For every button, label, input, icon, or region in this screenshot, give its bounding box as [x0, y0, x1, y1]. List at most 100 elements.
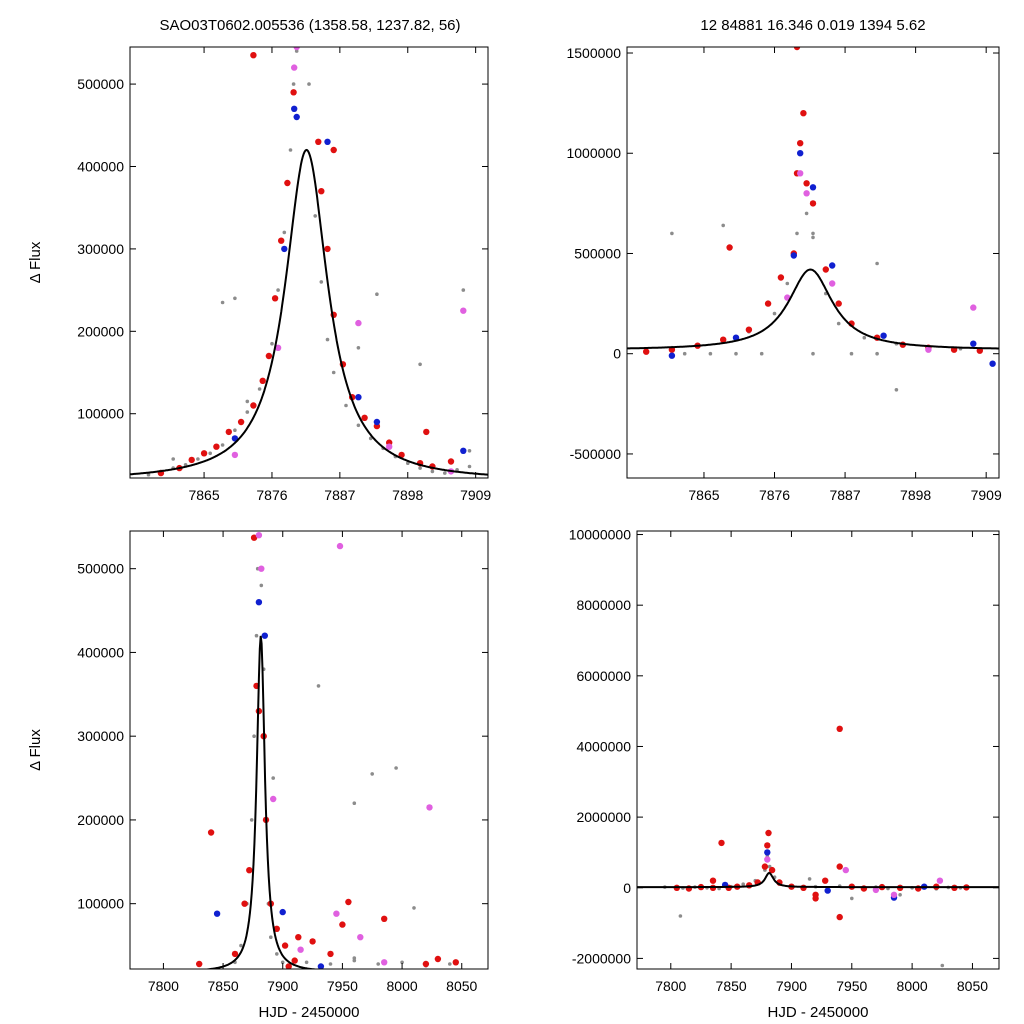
gray-data-point [670, 231, 674, 236]
gray-data-point [875, 261, 879, 266]
gray-data-point [254, 633, 259, 638]
red-data-point [822, 266, 829, 273]
red-data-point [803, 180, 810, 187]
gray-data-point [418, 466, 422, 470]
blue-data-point [880, 332, 887, 339]
red-data-point [718, 839, 725, 847]
red-data-point [339, 921, 346, 928]
y-axis-label: Δ Flux [27, 729, 44, 771]
red-data-point [315, 138, 322, 145]
red-data-point [200, 450, 208, 457]
blue-data-point [460, 447, 467, 454]
magenta-data-point [293, 47, 300, 51]
red-data-point [213, 443, 220, 450]
red-data-point [423, 428, 430, 436]
y-tick-label: 1000000 [566, 145, 621, 161]
gray-data-point [245, 399, 250, 404]
y-tick-label: 0 [623, 880, 631, 896]
red-data-point [295, 934, 302, 941]
x-tick-label: 7900 [267, 978, 298, 994]
x-tick-label: 8000 [387, 978, 418, 994]
magenta-data-point [355, 319, 362, 327]
red-data-point [265, 352, 273, 360]
y-tick-label: 100000 [77, 896, 124, 912]
red-data-point [290, 89, 297, 96]
y-tick-label: 400000 [77, 158, 124, 174]
model-curve [200, 635, 321, 969]
y-tick-label: 10000000 [569, 527, 632, 543]
red-data-point [327, 950, 334, 958]
gray-data-point [282, 230, 287, 235]
gray-data-point [146, 472, 151, 477]
gray-data-point [196, 457, 200, 461]
blue-data-point [355, 394, 362, 401]
gray-data-point [370, 772, 375, 776]
blue-data-point [732, 334, 740, 341]
gray-data-point [270, 341, 274, 346]
blue-data-point [255, 599, 263, 606]
gray-data-point [376, 962, 381, 966]
x-tick-label: 7898 [392, 487, 423, 503]
red-data-point [250, 402, 257, 409]
magenta-data-point [797, 170, 804, 177]
blue-data-point [824, 887, 831, 894]
y-tick-label: 500000 [574, 245, 621, 261]
red-data-point [330, 146, 337, 154]
red-data-point [800, 110, 807, 117]
y-tick-label: 300000 [77, 728, 124, 744]
gray-data-point [772, 311, 777, 316]
gray-data-point [811, 231, 815, 236]
panel-top-right: -500000 0 500000 1000000 1500000 7865 7876 7887… [566, 45, 1002, 503]
red-data-point [273, 925, 280, 932]
magenta-data-point [274, 344, 282, 351]
magenta-data-point [386, 443, 393, 450]
gray-data-point [331, 370, 336, 375]
gray-data-point [271, 776, 276, 780]
blue-data-point [790, 252, 797, 259]
blue-data-point [797, 150, 804, 157]
red-data-point [196, 960, 203, 968]
gray-data-point [259, 583, 264, 588]
plot-frame [129, 46, 489, 479]
magenta-data-point [426, 804, 433, 811]
red-data-point [291, 957, 298, 964]
y-tick-label: 2000000 [576, 809, 631, 825]
x-tick-label: 7850 [716, 978, 747, 994]
red-data-point [324, 245, 331, 253]
y-tick-label: 500000 [77, 561, 124, 577]
gray-data-point [319, 280, 324, 284]
red-data-point [726, 244, 733, 251]
y-tick-label: -2000000 [572, 950, 631, 966]
data-points [663, 725, 970, 968]
gray-data-point [291, 82, 296, 86]
red-data-point [361, 414, 368, 421]
gray-data-point [375, 292, 379, 297]
red-data-point [318, 188, 325, 195]
red-data-point [285, 963, 292, 969]
y-tick-label: 200000 [77, 323, 124, 339]
red-data-point [309, 938, 316, 945]
y-tick-label: 400000 [77, 644, 124, 660]
data-points [146, 47, 472, 477]
x-tick-label: 7909 [971, 487, 1002, 503]
red-data-point [720, 336, 727, 343]
gray-data-point [678, 914, 683, 918]
gray-data-point [894, 388, 899, 392]
gray-data-point [461, 288, 466, 292]
blue-data-point [970, 340, 977, 347]
magenta-data-point [231, 451, 239, 459]
gray-data-point [682, 351, 687, 356]
gray-data-point [313, 214, 318, 218]
y-tick-label: 500000 [77, 76, 124, 92]
x-tick-label: 7876 [759, 487, 790, 503]
magenta-data-point [357, 934, 364, 941]
y-tick-label: -500000 [570, 446, 622, 462]
magenta-data-point [890, 891, 898, 898]
plot-frame [636, 530, 1000, 970]
red-data-point [271, 295, 279, 302]
red-data-point [777, 274, 785, 281]
gray-data-point [325, 337, 330, 342]
magenta-data-point [460, 307, 467, 314]
magenta-data-point [829, 280, 836, 287]
